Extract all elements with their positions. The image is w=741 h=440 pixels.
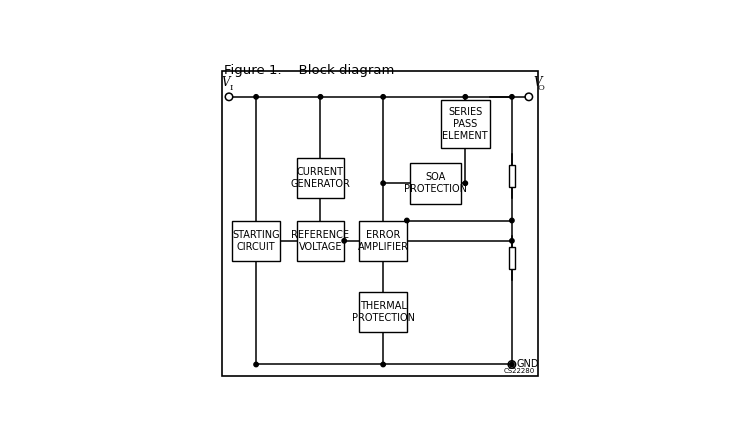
Text: I: I bbox=[229, 84, 233, 92]
Bar bbox=[441, 100, 490, 148]
Text: GND: GND bbox=[517, 359, 539, 370]
Bar bbox=[508, 165, 515, 187]
Circle shape bbox=[381, 181, 385, 185]
Text: THERMAL
PROTECTION: THERMAL PROTECTION bbox=[352, 301, 415, 323]
Circle shape bbox=[319, 95, 322, 99]
Text: V: V bbox=[534, 77, 542, 89]
Circle shape bbox=[254, 95, 259, 99]
Text: STARTING
CIRCUIT: STARTING CIRCUIT bbox=[232, 230, 280, 252]
Bar bbox=[508, 247, 515, 269]
Text: ERROR
AMPLIFIER: ERROR AMPLIFIER bbox=[358, 230, 408, 252]
Circle shape bbox=[342, 238, 346, 243]
Circle shape bbox=[463, 181, 468, 185]
Text: REFERENCE
VOLTAGE: REFERENCE VOLTAGE bbox=[291, 230, 350, 252]
Circle shape bbox=[405, 218, 409, 223]
Text: Figure 1.    Block diagram: Figure 1. Block diagram bbox=[224, 64, 394, 77]
Circle shape bbox=[510, 362, 514, 367]
Text: SOA
PROTECTION: SOA PROTECTION bbox=[404, 172, 467, 194]
Bar bbox=[296, 220, 344, 261]
Circle shape bbox=[510, 95, 514, 99]
Text: V: V bbox=[222, 77, 230, 89]
Bar bbox=[411, 163, 461, 204]
Bar bbox=[233, 220, 280, 261]
Text: CS22280: CS22280 bbox=[504, 368, 535, 374]
Bar bbox=[359, 292, 407, 332]
Circle shape bbox=[510, 218, 514, 223]
Text: SERIES
PASS
ELEMENT: SERIES PASS ELEMENT bbox=[442, 107, 488, 140]
Bar bbox=[296, 158, 344, 198]
Text: CURRENT
GENERATOR: CURRENT GENERATOR bbox=[290, 167, 350, 189]
Bar bbox=[359, 220, 407, 261]
Circle shape bbox=[463, 95, 468, 99]
Text: O: O bbox=[537, 84, 544, 92]
Circle shape bbox=[381, 95, 385, 99]
Circle shape bbox=[254, 362, 259, 367]
Circle shape bbox=[510, 238, 514, 243]
Circle shape bbox=[381, 362, 385, 367]
